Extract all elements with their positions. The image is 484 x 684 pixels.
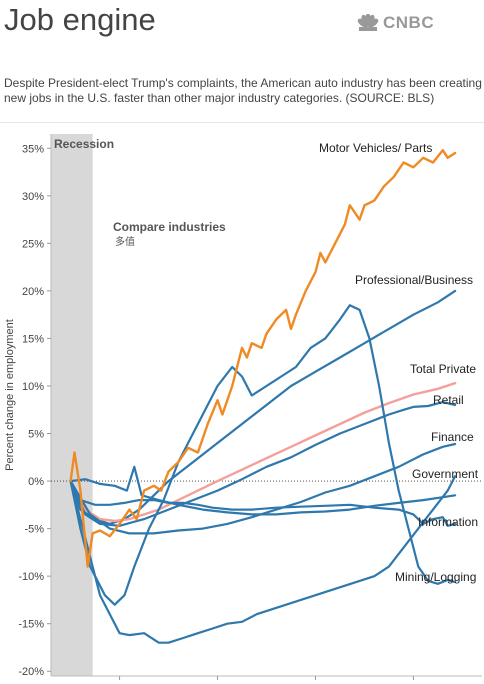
series-label-motor-vehicles-parts: Motor Vehicles/ Parts bbox=[319, 141, 432, 155]
y-tick-label: 20% bbox=[22, 286, 44, 298]
chart-description: Despite President-elect Trump's complain… bbox=[4, 76, 482, 105]
x-tick-label: 2012年 bbox=[200, 681, 235, 682]
series-line-government bbox=[69, 465, 457, 516]
logo-text: CNBC bbox=[383, 13, 435, 32]
series-line-total-private bbox=[69, 381, 457, 523]
compare-industries-label: Compare industries bbox=[113, 220, 226, 234]
series-line-retail bbox=[69, 401, 457, 527]
y-tick-label: -20% bbox=[18, 666, 44, 678]
series-label-total-private: Total Private bbox=[410, 362, 476, 376]
y-tick-label: 25% bbox=[22, 238, 44, 250]
y-tick-label: 15% bbox=[22, 333, 44, 345]
x-tick-label: 2014年 bbox=[298, 681, 333, 682]
series-label-government: Government bbox=[412, 467, 479, 481]
y-tick-label: 10% bbox=[22, 381, 44, 393]
series-line-motor-vehicles-parts bbox=[69, 149, 457, 568]
series-line-unlabeled bbox=[69, 475, 457, 644]
recession-band bbox=[51, 134, 93, 676]
y-tick-label: -15% bbox=[18, 619, 44, 631]
series-label-professional-business: Professional/Business bbox=[355, 273, 473, 287]
line-chart: Recession -20% -15% -10% -5% 0% 5% 10% 15% 20% 25%… bbox=[4, 134, 482, 682]
cnbc-logo: CNBC bbox=[356, 12, 434, 34]
y-tick-label: 30% bbox=[22, 191, 44, 203]
peacock-icon bbox=[357, 14, 379, 31]
series-line-professional-business bbox=[69, 289, 457, 525]
x-tick-label: 2016年 bbox=[396, 681, 431, 682]
divider bbox=[0, 122, 484, 123]
series-label-information: Information bbox=[418, 515, 478, 529]
page-title: Job engine bbox=[4, 2, 156, 37]
y-tick-label: 5% bbox=[28, 429, 44, 441]
y-tick-label: 35% bbox=[22, 143, 44, 155]
y-axis-label: Percent change in employment bbox=[4, 319, 16, 471]
x-tick-label: 2010年 bbox=[102, 681, 137, 682]
series-line-mining-logging bbox=[69, 304, 457, 606]
y-tick-label: -10% bbox=[18, 571, 44, 583]
y-tick-label: -5% bbox=[24, 524, 44, 536]
compare-industries-sublabel: 多值 bbox=[115, 235, 135, 248]
series-label-mining-logging: Mining/Logging bbox=[395, 570, 476, 584]
series-label-retail: Retail bbox=[433, 393, 464, 407]
series-label-finance: Finance bbox=[431, 430, 474, 444]
recession-label: Recession bbox=[54, 137, 114, 151]
y-tick-label: 0% bbox=[28, 476, 44, 488]
